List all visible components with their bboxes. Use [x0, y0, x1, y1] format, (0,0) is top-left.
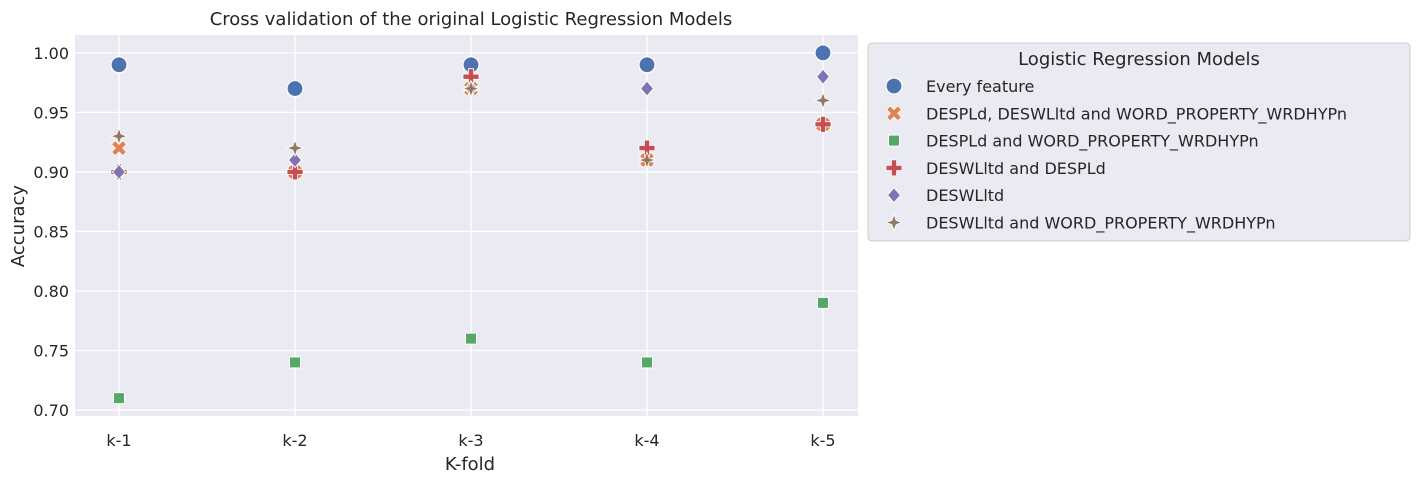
series-0 [110, 44, 832, 98]
x-tick-label: k-2 [282, 431, 307, 450]
y-tick-labels: 0.70 0.75 0.80 0.85 0.90 0.95 1.00 [33, 44, 69, 420]
y-tick-label: 0.70 [33, 401, 69, 420]
series-5 [109, 79, 833, 170]
legend-marker [886, 186, 902, 204]
chart-title: Cross validation of the original Logisti… [210, 9, 733, 30]
data-point [461, 79, 481, 98]
legend-marker [885, 105, 903, 122]
data-point [638, 56, 656, 74]
data-point [638, 139, 656, 157]
x-tick-labels: k-1 k-2 k-3 k-4 k-5 [106, 431, 835, 450]
legend: Logistic Regression Models Every feature… [867, 42, 1411, 242]
data-point [814, 115, 832, 133]
data-point [815, 68, 831, 85]
y-tick-label: 0.90 [33, 163, 69, 182]
grid-lines [75, 35, 858, 416]
y-tick-label: 1.00 [33, 44, 69, 63]
series-4 [111, 68, 831, 181]
legend-marker [885, 159, 903, 177]
legend-label: DESWLltd and DESPLd [926, 159, 1106, 178]
legend-label: DESWLltd and WORD_PROPERTY_WRDHYPn [926, 214, 1276, 234]
legend-marker [888, 134, 900, 147]
series-2 [113, 296, 829, 405]
data-point [285, 138, 305, 158]
legend-item: Every feature [885, 77, 1034, 96]
legend-items: Every feature DESPLd, DESWLltd and WORD_P… [884, 77, 1347, 234]
data-point [287, 151, 303, 169]
x-tick-label: k-3 [458, 431, 483, 450]
data-point [113, 392, 125, 405]
data-point [110, 56, 128, 74]
data-point [817, 296, 829, 309]
data-point [109, 127, 129, 146]
data-points [109, 44, 833, 405]
x-tick-label: k-5 [810, 431, 835, 450]
data-point [465, 332, 477, 345]
legend-label: DESPLd and WORD_PROPERTY_WRDHYPn [926, 132, 1259, 152]
data-point [286, 163, 304, 181]
y-tick-label: 0.80 [33, 282, 69, 301]
y-tick-label: 0.75 [33, 342, 69, 361]
y-tick-label: 0.95 [33, 103, 69, 122]
legend-item: DESPLd, DESWLltd and WORD_PROPERTY_WRDHY… [885, 104, 1347, 124]
legend-item: DESWLltd [886, 186, 1004, 205]
data-point [814, 44, 832, 62]
legend-label: DESPLd, DESWLltd and WORD_PROPERTY_WRDHY… [926, 104, 1347, 124]
legend-item: DESWLltd and DESPLd [885, 159, 1106, 178]
data-point [286, 79, 304, 98]
data-point [289, 356, 301, 369]
legend-title: Logistic Regression Models [1018, 49, 1260, 70]
data-point [641, 356, 653, 369]
x-axis-label: K-fold [445, 454, 495, 475]
plot-area [75, 35, 858, 416]
legend-label: Every feature [926, 77, 1034, 96]
data-point [110, 140, 128, 157]
legend-box [867, 42, 1411, 242]
legend-label: DESWLltd [926, 186, 1004, 205]
data-point [639, 80, 655, 97]
data-point [813, 91, 833, 110]
x-tick-label: k-1 [106, 431, 131, 450]
x-tick-label: k-4 [634, 431, 659, 450]
data-point [637, 150, 657, 170]
legend-marker [885, 77, 903, 95]
legend-marker [884, 213, 904, 232]
data-point [111, 163, 127, 181]
legend-item: DESPLd and WORD_PROPERTY_WRDHYPn [888, 132, 1259, 152]
y-axis-label: Accuracy [8, 185, 29, 268]
y-tick-label: 0.85 [33, 222, 69, 241]
legend-item: DESWLltd and WORD_PROPERTY_WRDHYPn [884, 213, 1276, 234]
